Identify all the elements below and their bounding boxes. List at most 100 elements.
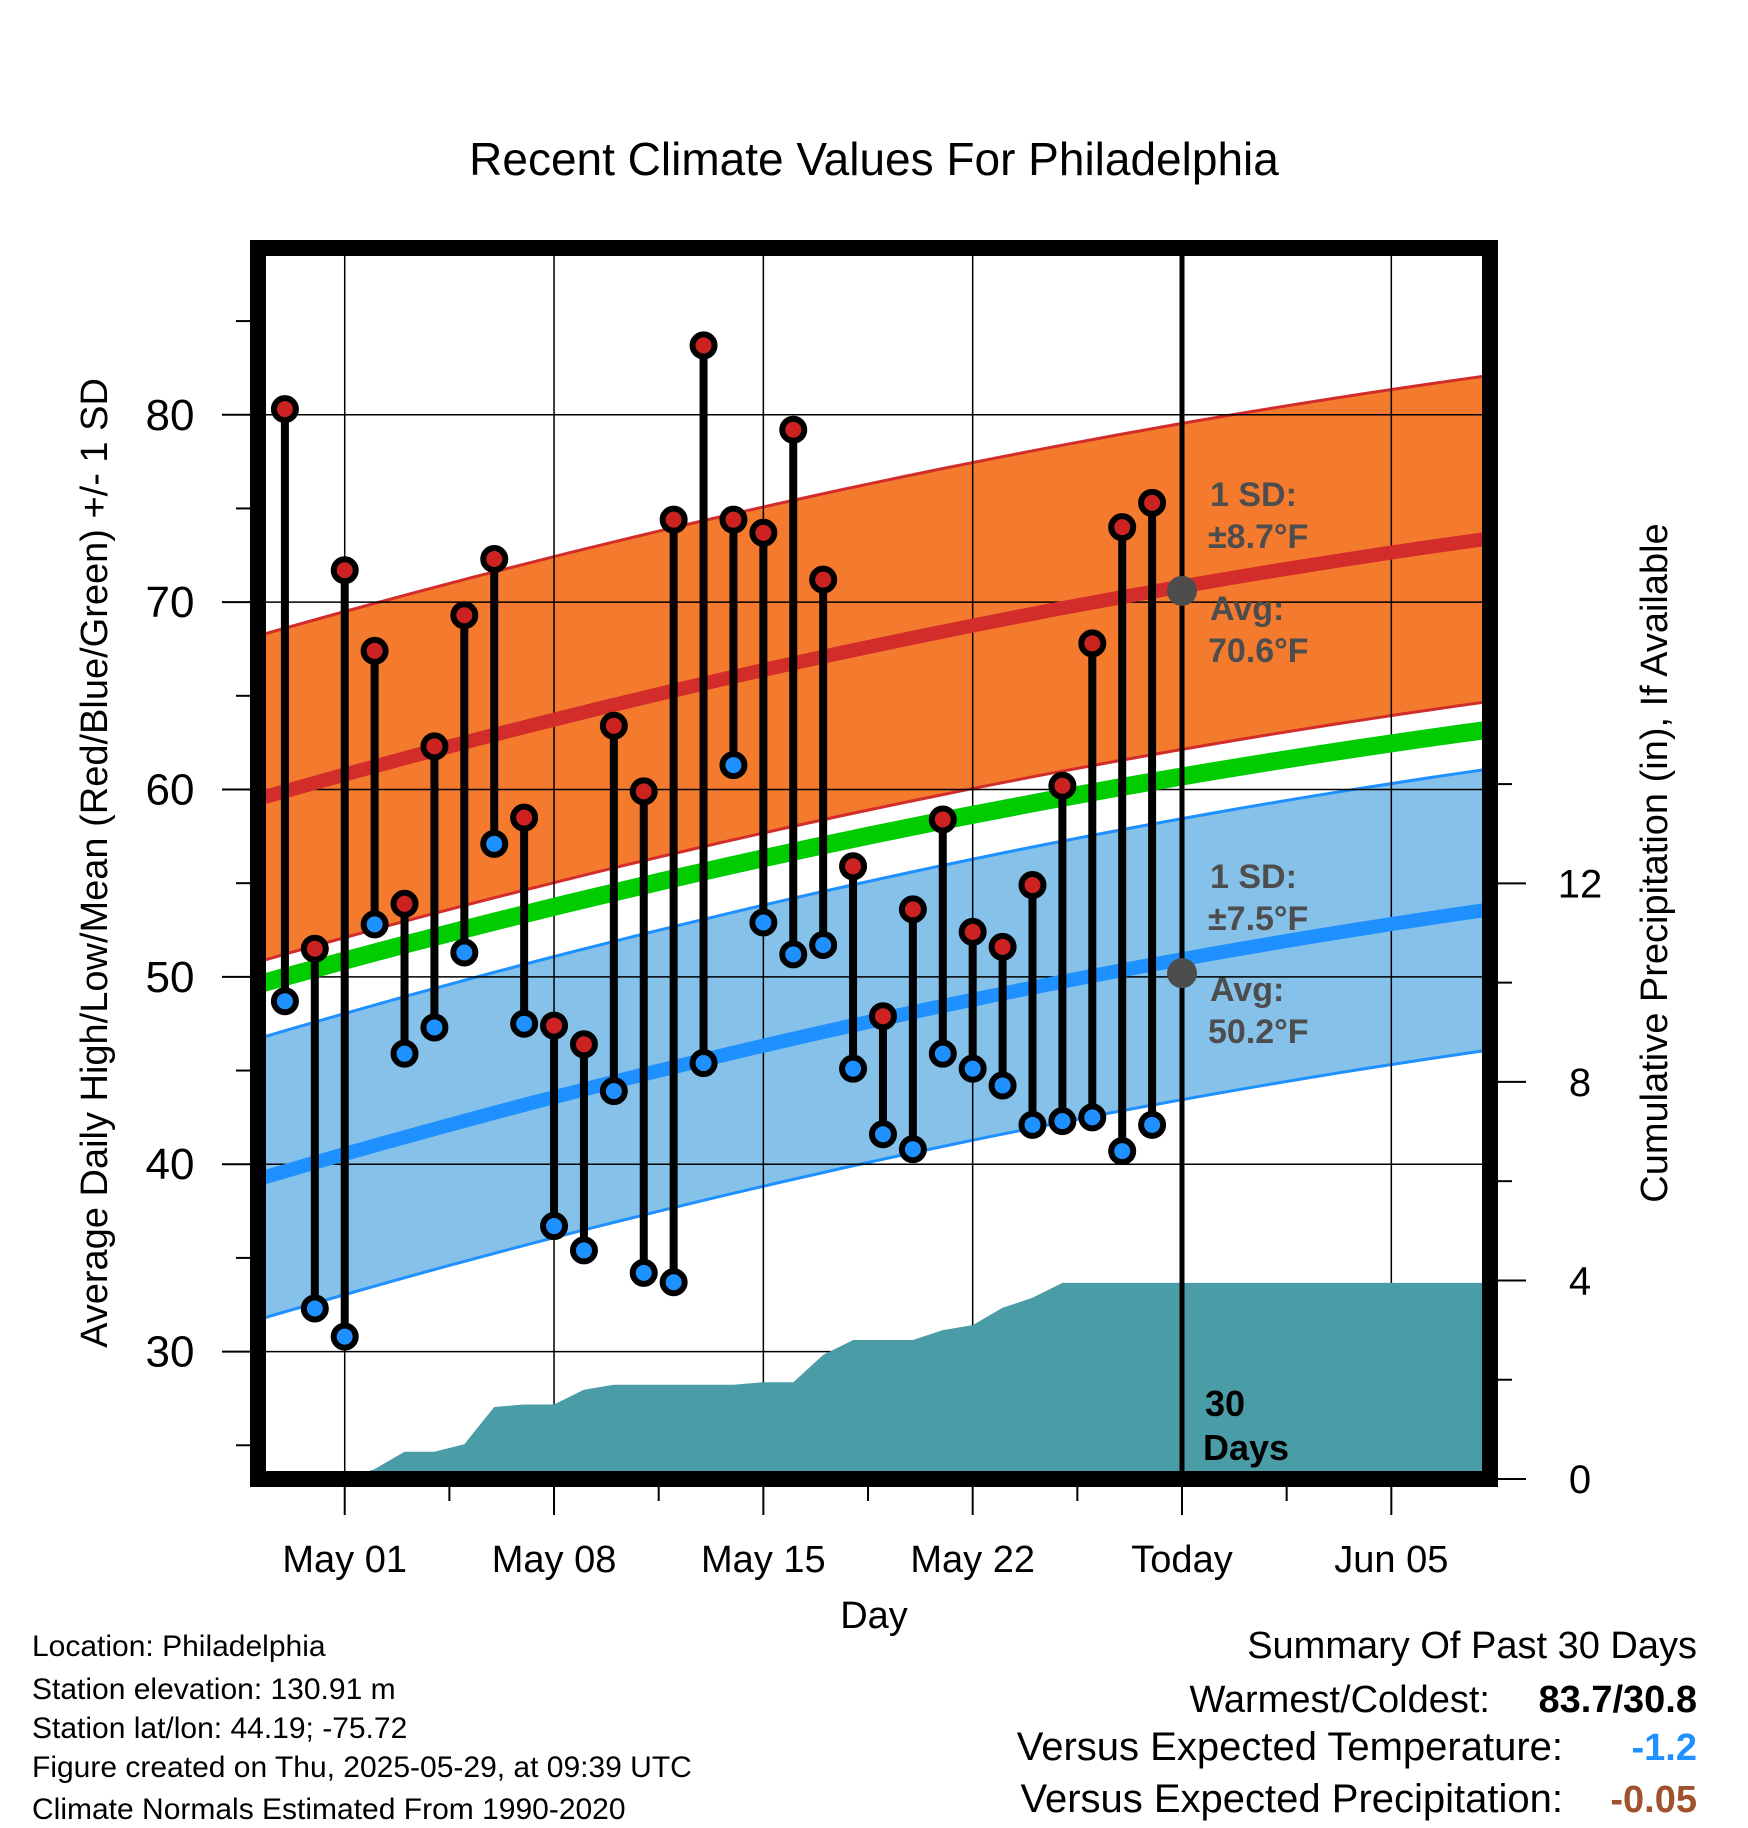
- daily-high-point: [1018, 871, 1047, 900]
- low-sd-label: 1 SD:: [1210, 858, 1297, 896]
- today-high-avg-marker: [1167, 575, 1197, 606]
- daily-low-point: [1078, 1103, 1107, 1132]
- y-left-tick-label: 70: [146, 578, 195, 627]
- daily-high-point: [958, 917, 987, 946]
- daily-high-point: [569, 1030, 598, 1059]
- daily-high-point: [809, 565, 838, 594]
- x-tick-label: May 08: [492, 1539, 617, 1581]
- info-normals: Climate Normals Estimated From 1990-2020: [32, 1793, 626, 1826]
- y-left-tick-label: 30: [146, 1328, 195, 1377]
- daily-low-point: [300, 1294, 329, 1323]
- daily-high-point: [928, 805, 957, 834]
- summary-temp-value: -1.2: [1632, 1727, 1697, 1769]
- daily-high-point: [510, 803, 539, 832]
- daily-low-point: [599, 1077, 628, 1106]
- daily-low-point: [480, 829, 509, 858]
- daily-low-point: [540, 1212, 569, 1241]
- daily-low-point: [420, 1013, 449, 1042]
- normal-high-band-upper-edge: [258, 373, 1490, 638]
- daily-low-point: [360, 910, 389, 939]
- daily-high-point: [1048, 771, 1077, 800]
- normal-low-band-upper-edge: [258, 767, 1490, 1041]
- annotations: 1 SD: ±8.7°F Avg: 70.6°F 1 SD: ±7.5°F Av…: [1203, 476, 1309, 1468]
- daily-low-point: [868, 1120, 897, 1149]
- daily-high-point: [540, 1011, 569, 1040]
- daily-low-point: [898, 1135, 927, 1164]
- x-tick-label: May 22: [910, 1539, 1035, 1581]
- daily-low-point: [569, 1236, 598, 1265]
- y-left-tick-label: 60: [146, 765, 195, 814]
- daily-low-point: [779, 940, 808, 969]
- low-avg-value: 50.2°F: [1208, 1013, 1309, 1051]
- daily-high-point: [1108, 513, 1137, 542]
- daily-high-point: [689, 331, 718, 360]
- daily-low-point: [809, 931, 838, 960]
- info-location: Location: Philadelphia: [32, 1630, 326, 1663]
- daily-high-point: [1138, 488, 1167, 517]
- daily-low-point: [390, 1039, 419, 1068]
- y-axis-label-left: Average Daily High/Low/Mean (Red/Blue/Gr…: [74, 378, 116, 1348]
- y-left-tick-label: 40: [146, 1140, 195, 1189]
- station-info: Location: Philadelphia Station elevation…: [32, 1630, 692, 1826]
- summary-warm-cold-label: Warmest/Coldest:: [1189, 1679, 1490, 1721]
- chart-overlay: [270, 248, 1197, 1479]
- normal-low-band-lower-edge: [258, 1048, 1490, 1322]
- y-right-tick-label: 4: [1569, 1259, 1591, 1303]
- daily-low-point: [510, 1009, 539, 1038]
- daily-high-point: [629, 777, 658, 806]
- plot-area: [258, 248, 1490, 1479]
- daily-high-point: [988, 932, 1017, 961]
- daily-low-point: [659, 1268, 688, 1297]
- summary-panel: Summary Of Past 30 Days Warmest/Coldest:…: [1017, 1625, 1697, 1821]
- daily-low-point: [1018, 1110, 1047, 1139]
- daily-high-point: [659, 505, 688, 534]
- cumulative-precip-area: [344, 1282, 1490, 1479]
- summary-precip-value: -0.05: [1610, 1779, 1697, 1821]
- summary-heading: Summary Of Past 30 Days: [1247, 1625, 1697, 1667]
- daily-high-point: [749, 518, 778, 547]
- low-sd-value: ±7.5°F: [1208, 900, 1308, 938]
- daily-high-point: [420, 732, 449, 761]
- daily-high-point: [270, 395, 299, 424]
- daily-high-point: [360, 636, 389, 665]
- x-tick-label: May 15: [701, 1539, 826, 1581]
- daily-high-point: [719, 505, 748, 534]
- daily-low-point: [450, 938, 479, 967]
- info-elevation: Station elevation: 130.91 m: [32, 1673, 396, 1706]
- daily-low-point: [270, 987, 299, 1016]
- summary-precip-label: Versus Expected Precipitation:: [1020, 1777, 1563, 1821]
- daily-low-point: [1138, 1110, 1167, 1139]
- daily-high-point: [868, 1002, 897, 1031]
- x-tick-label: May 01: [282, 1539, 407, 1581]
- daily-high-point: [1078, 629, 1107, 658]
- daily-low-point: [689, 1049, 718, 1078]
- daily-low-point: [749, 908, 778, 937]
- chart-title: Recent Climate Values For Philadelphia: [469, 133, 1279, 185]
- high-sd-label: 1 SD:: [1210, 476, 1297, 514]
- daily-low-point: [1048, 1107, 1077, 1136]
- y-left-tick-label: 50: [146, 953, 195, 1002]
- daily-high-point: [898, 895, 927, 924]
- daily-high-point: [480, 545, 509, 574]
- daily-low-point: [988, 1071, 1017, 1100]
- summary-temp-label: Versus Expected Temperature:: [1017, 1725, 1563, 1769]
- daily-low-point: [958, 1054, 987, 1083]
- axes: 30 40 50 60 70 80 0 4 8 12 May 01 May 08 May 15 May 2…: [146, 320, 1602, 1581]
- x-tick-label: Today: [1131, 1539, 1232, 1581]
- x-tick-label: Jun 05: [1334, 1539, 1448, 1581]
- daily-high-point: [779, 415, 808, 444]
- period-unit: Days: [1203, 1427, 1289, 1468]
- daily-high-point: [390, 889, 419, 918]
- x-axis-label: Day: [840, 1595, 908, 1637]
- daily-low-point: [629, 1258, 658, 1287]
- daily-high-point: [330, 556, 359, 585]
- today-low-avg-marker: [1167, 958, 1197, 989]
- y-right-tick-label: 8: [1569, 1061, 1591, 1105]
- daily-high-point: [450, 601, 479, 630]
- y-left-tick-label: 80: [146, 391, 195, 440]
- daily-low-point: [719, 751, 748, 780]
- high-avg-label: Avg:: [1210, 590, 1284, 628]
- daily-low-point: [928, 1039, 957, 1068]
- daily-low-point: [330, 1322, 359, 1351]
